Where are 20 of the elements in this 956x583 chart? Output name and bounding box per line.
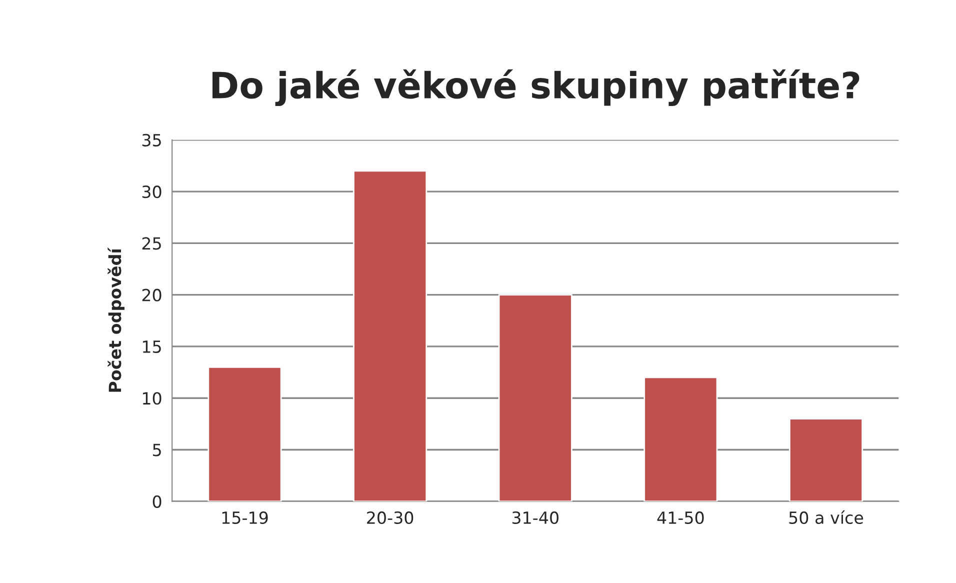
x-tick-label: 50 a více: [789, 510, 864, 524]
bar: [644, 376, 718, 502]
bar: [208, 366, 282, 502]
x-tick-label: 31-40: [512, 511, 558, 524]
y-tick-label: 25: [142, 237, 161, 250]
x-tick-label: 41-50: [657, 511, 704, 524]
y-tick-label: 35: [142, 134, 161, 146]
y-tick-label: 20: [142, 288, 162, 302]
bar: [788, 418, 864, 502]
y-tick-label: 0: [152, 495, 162, 508]
y-tick-label: 30: [142, 186, 162, 198]
y-tick-label: 10: [142, 392, 162, 405]
y-tick-label: 15: [142, 340, 161, 354]
x-tick-label: 15-19: [222, 511, 268, 524]
bar: [353, 170, 428, 502]
bar: [498, 294, 572, 502]
x-tick-label: 20-30: [367, 511, 414, 524]
y-tick-label: 5: [153, 444, 161, 456]
chart-title: Do jaké věkové skupiny patříte?: [212, 69, 860, 106]
y-axis-title: Počet odpovědí: [108, 247, 124, 392]
